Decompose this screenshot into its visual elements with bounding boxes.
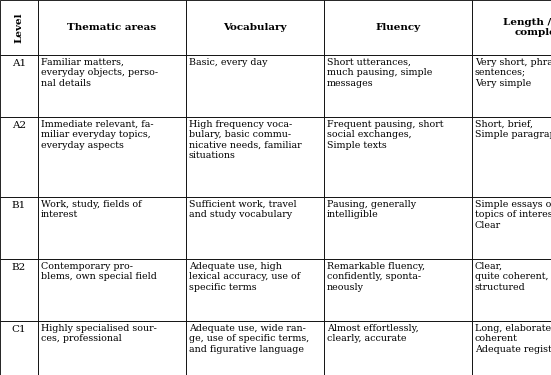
Bar [0, 0, 38, 55]
Bar [472, 321, 551, 375]
Text: Frequent pausing, short
social exchanges,
Simple texts: Frequent pausing, short social exchanges… [327, 120, 443, 150]
Text: Very short, phrases,
sentences;
Very simple: Very short, phrases, sentences; Very sim… [475, 58, 551, 88]
Text: C1: C1 [12, 325, 26, 334]
Text: Thematic areas: Thematic areas [67, 23, 156, 32]
Bar [186, 197, 324, 259]
Text: B2: B2 [12, 263, 26, 272]
Bar [38, 0, 186, 55]
Text: Simple essays on
topics of interest.
Clear: Simple essays on topics of interest. Cle… [475, 200, 551, 230]
Text: B1: B1 [12, 201, 26, 210]
Bar [0, 197, 38, 259]
Text: Length / style /
complexity: Length / style / complexity [503, 18, 551, 37]
Text: Short, brief,
Simple paragraphs: Short, brief, Simple paragraphs [475, 120, 551, 140]
Bar [0, 321, 38, 375]
Text: Familiar matters,
everyday objects, perso-
nal details: Familiar matters, everyday objects, pers… [41, 58, 158, 88]
Text: A2: A2 [12, 121, 26, 130]
Bar [186, 321, 324, 375]
Bar [324, 117, 472, 197]
Text: Vocabulary: Vocabulary [223, 23, 287, 32]
Bar [186, 55, 324, 117]
Bar [0, 55, 38, 117]
Bar [472, 55, 551, 117]
Text: Clear,
quite coherent, well-
structured: Clear, quite coherent, well- structured [475, 262, 551, 292]
Bar [472, 117, 551, 197]
Text: Sufficient work, travel
and study vocabulary: Sufficient work, travel and study vocabu… [189, 200, 296, 219]
Bar [186, 259, 324, 321]
Text: Highly specialised sour-
ces, professional: Highly specialised sour- ces, profession… [41, 324, 156, 344]
Bar [38, 197, 186, 259]
Text: Short utterances,
much pausing, simple
messages: Short utterances, much pausing, simple m… [327, 58, 432, 88]
Bar [0, 259, 38, 321]
Bar [186, 0, 324, 55]
Bar [324, 259, 472, 321]
Text: Adequate use, wide ran-
ge, use of specific terms,
and figurative language: Adequate use, wide ran- ge, use of speci… [189, 324, 309, 354]
Text: Basic, every day: Basic, every day [189, 58, 267, 67]
Text: High frequency voca-
bulary, basic commu-
nicative needs, familiar
situations: High frequency voca- bulary, basic commu… [189, 120, 301, 160]
Bar [38, 259, 186, 321]
Bar [38, 321, 186, 375]
Bar [38, 117, 186, 197]
Text: Work, study, fields of
interest: Work, study, fields of interest [41, 200, 142, 219]
Bar [0, 117, 38, 197]
Bar [472, 0, 551, 55]
Bar [324, 321, 472, 375]
Bar [324, 197, 472, 259]
Text: Long, elaborate,
coherent
Adequate register: Long, elaborate, coherent Adequate regis… [475, 324, 551, 354]
Text: Adequate use, high
lexical accuracy, use of
specific terms: Adequate use, high lexical accuracy, use… [189, 262, 300, 292]
Bar [38, 55, 186, 117]
Bar [324, 0, 472, 55]
Bar [472, 259, 551, 321]
Bar [472, 197, 551, 259]
Bar [186, 117, 324, 197]
Text: Level: Level [14, 12, 24, 43]
Text: Pausing, generally
intelligible: Pausing, generally intelligible [327, 200, 416, 219]
Text: A1: A1 [12, 59, 26, 68]
Text: Contemporary pro-
blems, own special field: Contemporary pro- blems, own special fie… [41, 262, 156, 281]
Text: Fluency: Fluency [375, 23, 420, 32]
Bar [324, 55, 472, 117]
Text: Remarkable fluency,
confidently, sponta-
neously: Remarkable fluency, confidently, sponta-… [327, 262, 425, 292]
Text: Immediate relevant, fa-
miliar everyday topics,
everyday aspects: Immediate relevant, fa- miliar everyday … [41, 120, 153, 150]
Text: Almost effortlessly,
clearly, accurate: Almost effortlessly, clearly, accurate [327, 324, 419, 344]
